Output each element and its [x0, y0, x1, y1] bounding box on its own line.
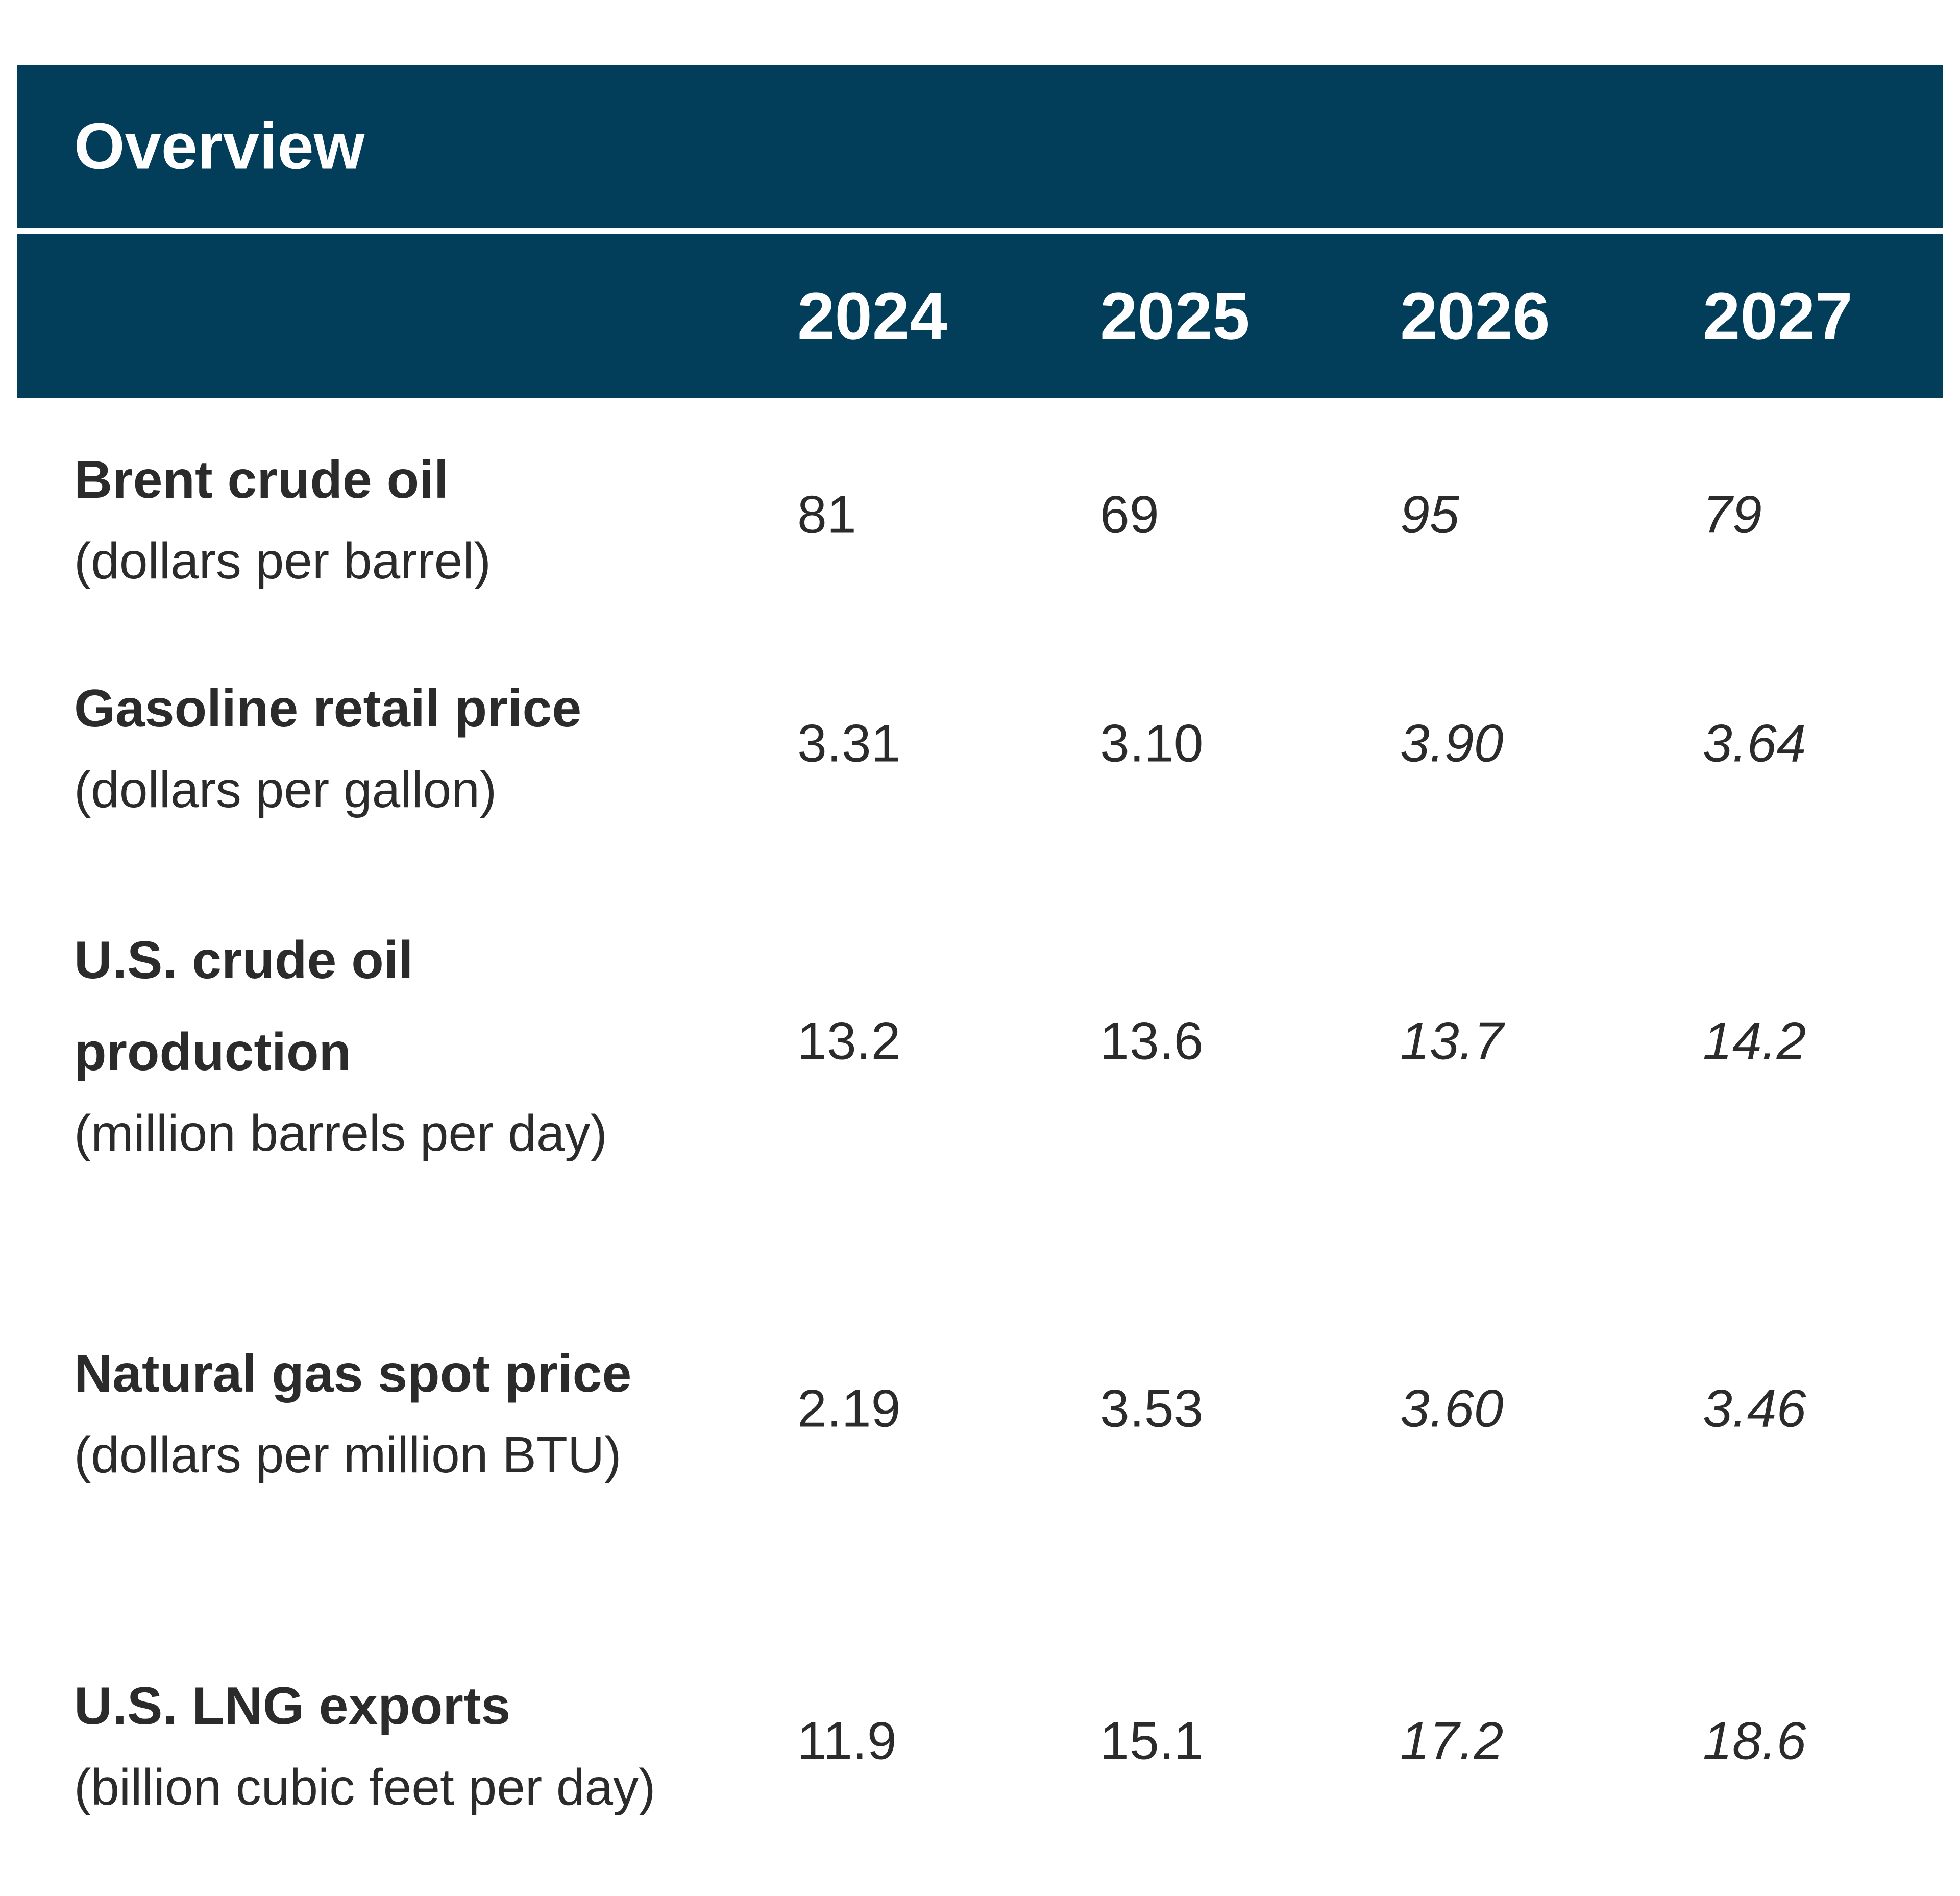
- row-label: U.S. LNG exports: [74, 1676, 511, 1736]
- cell-value: 69: [1100, 485, 1159, 545]
- row-header: U.S. crude oil production (million barrel…: [74, 914, 702, 1169]
- row-header: Gasoline retail price (dollars per gallon…: [74, 663, 702, 825]
- row-unit: (million barrels per day): [74, 1105, 607, 1162]
- cell-value: 3.31: [797, 714, 901, 773]
- cell-value: 81: [797, 485, 856, 545]
- row-header: U.S. LNG exports (billion cubic feet per …: [74, 1660, 702, 1822]
- table-row: Gasoline retail price (dollars per gallon…: [0, 652, 1960, 836]
- cell-value: 18.6: [1703, 1711, 1806, 1771]
- cell-value: 3.60: [1400, 1379, 1504, 1439]
- row-header: Natural gas spot price (dollars per milli…: [74, 1328, 702, 1490]
- row-unit: (dollars per gallon): [74, 761, 497, 818]
- column-year: 2024: [797, 278, 947, 353]
- cell-value: 79: [1703, 485, 1762, 545]
- cell-value: 13.2: [797, 1011, 901, 1071]
- cell-value: 3.90: [1400, 714, 1504, 773]
- cell-value: 13.7: [1400, 1011, 1504, 1071]
- cell-value: 2.19: [797, 1379, 901, 1439]
- row-unit: (dollars per barrel): [74, 532, 491, 590]
- row-label: Natural gas spot price: [74, 1344, 632, 1403]
- cell-value: 11.9: [797, 1711, 897, 1771]
- cell-value: 3.10: [1100, 714, 1204, 773]
- cell-value: 3.46: [1703, 1379, 1806, 1439]
- row-label: Brent crude oil: [74, 450, 449, 509]
- row-label: Gasoline retail price: [74, 679, 582, 738]
- cell-value: 3.53: [1100, 1379, 1204, 1439]
- table-row: Natural gas spot price (dollars per milli…: [0, 1241, 1960, 1577]
- cell-value: 15.1: [1100, 1711, 1204, 1771]
- table-title: Overview: [74, 110, 365, 183]
- cell-value: 17.2: [1400, 1711, 1504, 1771]
- row-unit: (dollars per million BTU): [74, 1426, 622, 1484]
- table-row: U.S. LNG exports (billion cubic feet per …: [0, 1624, 1960, 1859]
- title-band: Overview: [17, 65, 1943, 228]
- table-row: U.S. crude oil production (million barrel…: [0, 878, 1960, 1205]
- row-header: Brent crude oil (dollars per barrel): [74, 434, 702, 596]
- row-unit: (billion cubic feet per day): [74, 1759, 656, 1816]
- cell-value: 3.64: [1703, 714, 1806, 773]
- column-year: 2025: [1100, 278, 1250, 353]
- column-header: 2024 2025 2026 2027: [17, 234, 1943, 398]
- column-year: 2027: [1703, 278, 1853, 353]
- cell-value: 13.6: [1100, 1011, 1204, 1071]
- column-year: 2026: [1400, 278, 1550, 353]
- row-label: U.S. crude oil production: [74, 931, 413, 1082]
- cell-value: 95: [1400, 485, 1459, 545]
- table-row: Brent crude oil (dollars per barrel) 81 69 9…: [0, 408, 1960, 622]
- cell-value: 14.2: [1703, 1011, 1806, 1071]
